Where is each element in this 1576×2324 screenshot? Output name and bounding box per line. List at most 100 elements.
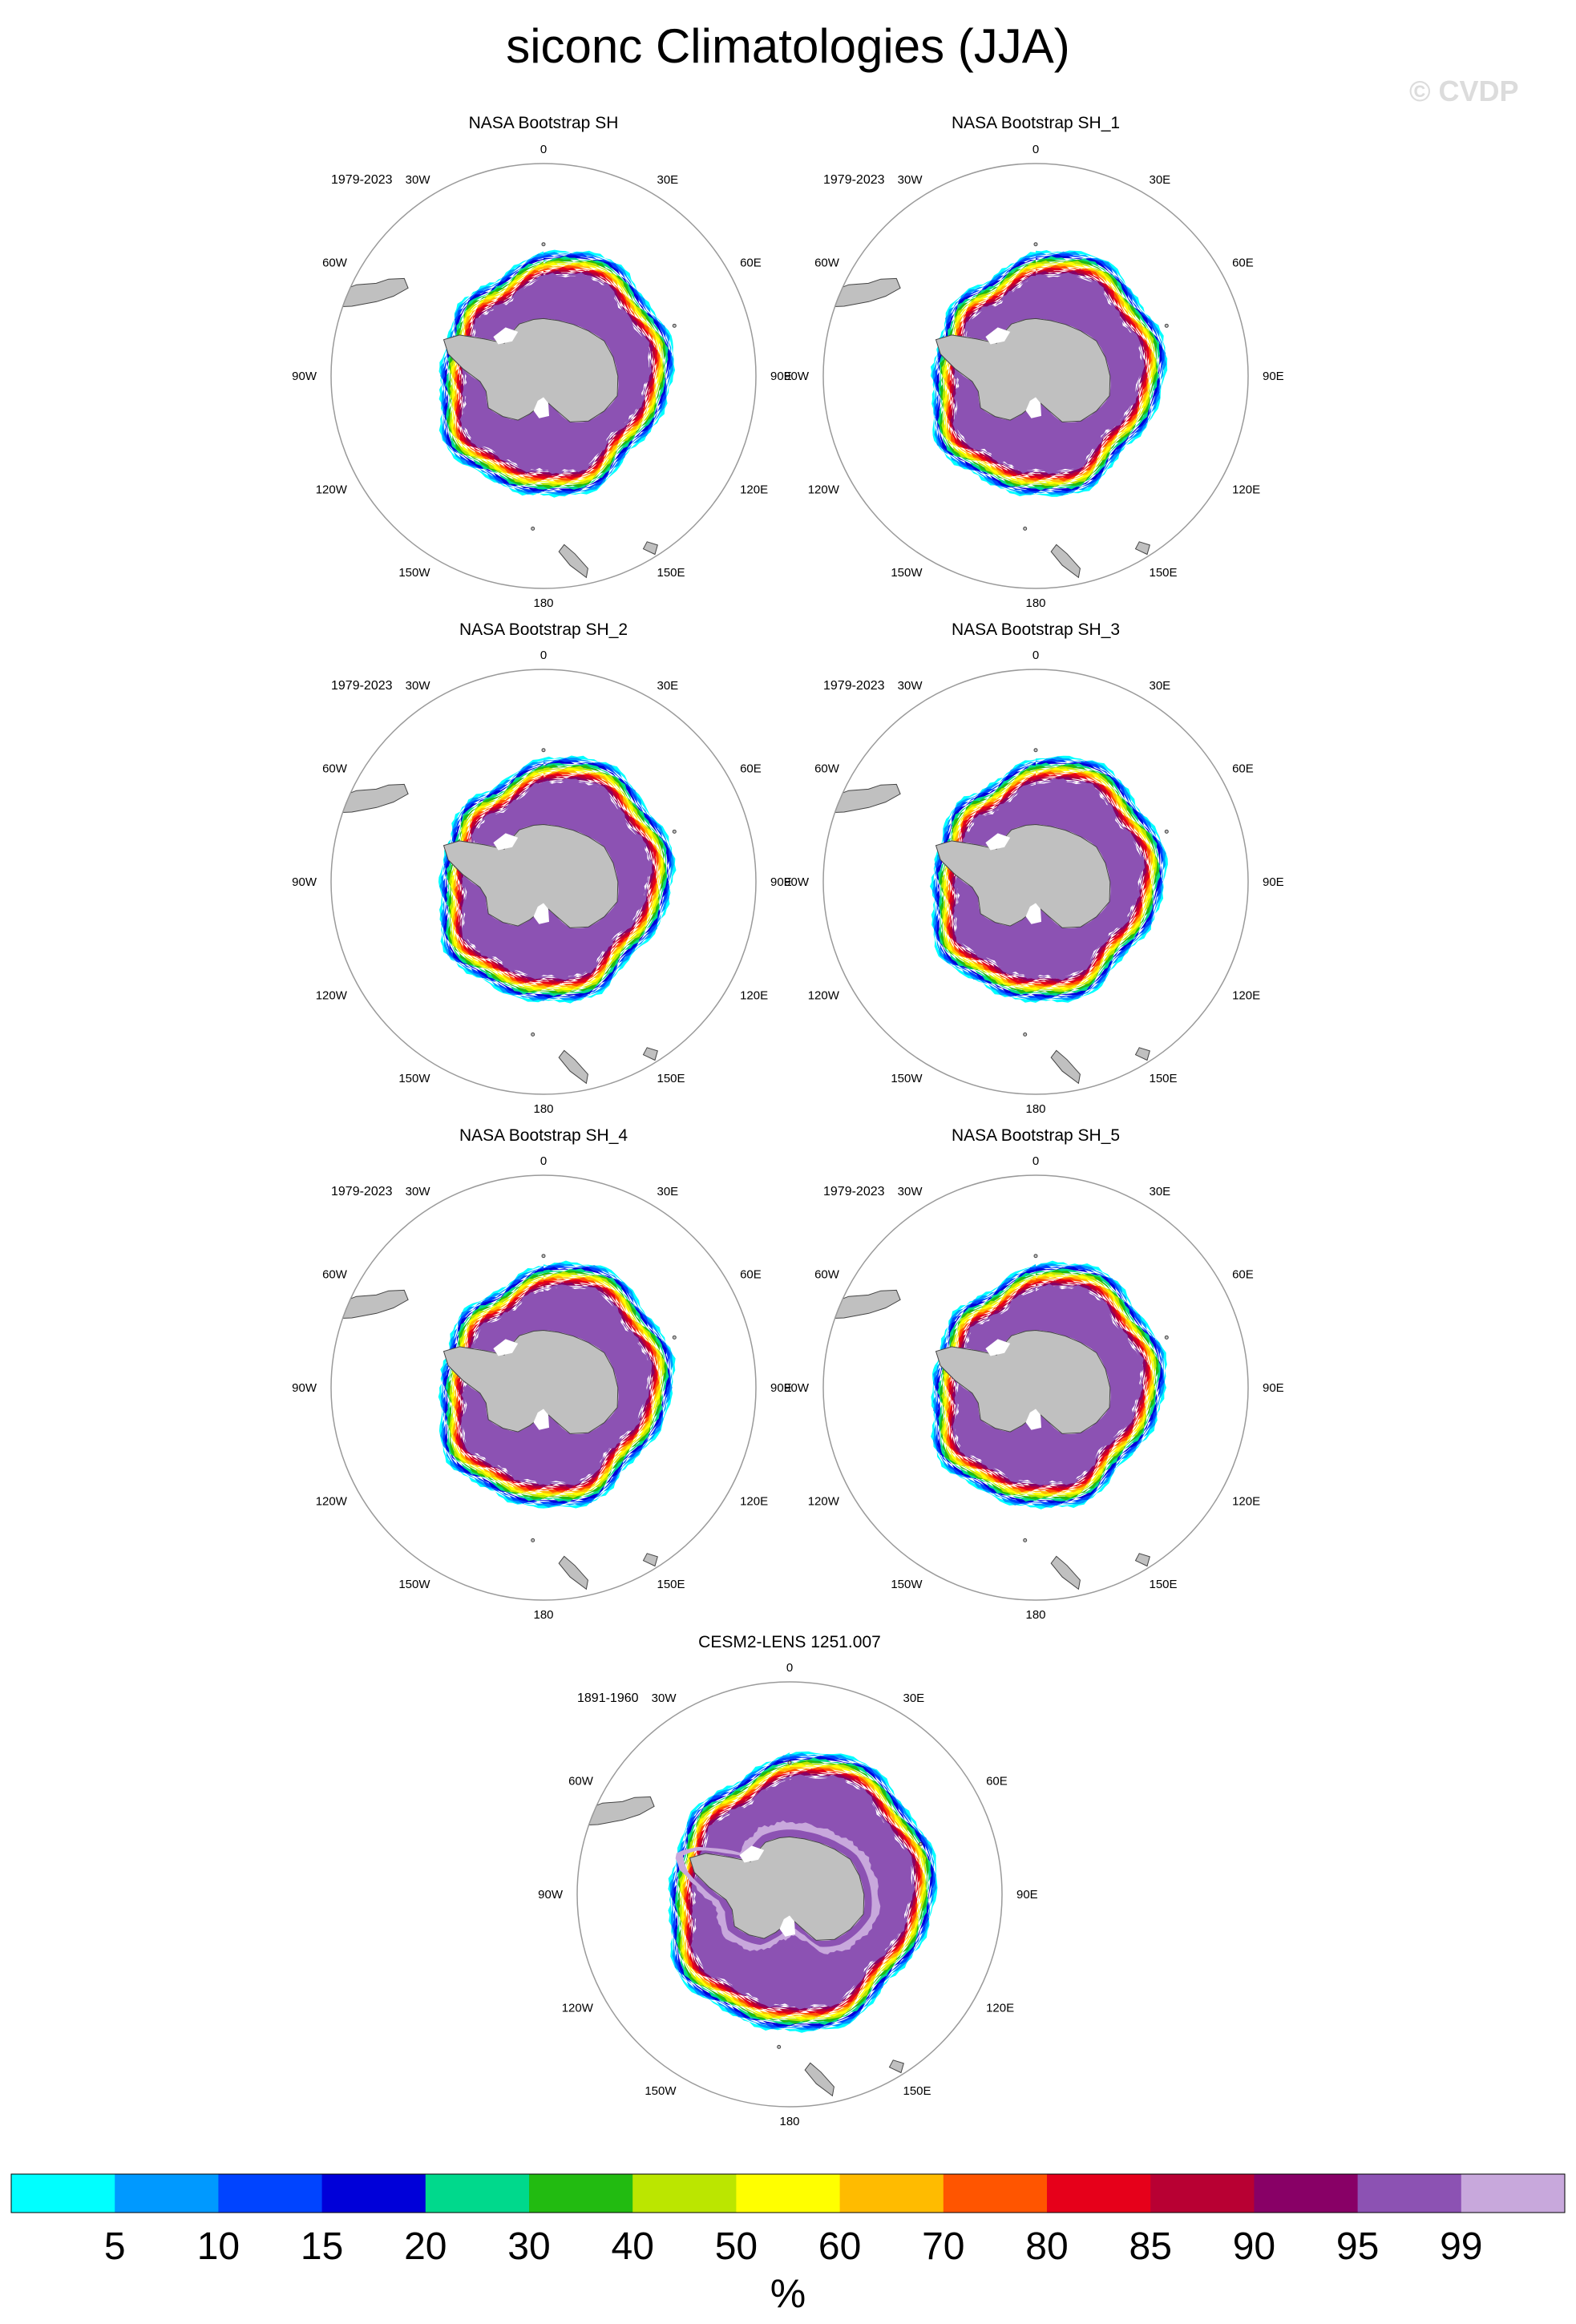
island — [1164, 829, 1169, 834]
south-america-land — [823, 783, 901, 814]
colorbar-swatch-11 — [1047, 2174, 1151, 2213]
ice-interior — [443, 779, 652, 979]
island — [541, 1254, 546, 1259]
lon-label: 90E — [1263, 875, 1284, 889]
lon-label: 120W — [316, 989, 348, 1003]
lon-label: 150W — [891, 1578, 923, 1591]
lon-label: 180 — [1025, 1608, 1045, 1622]
island — [1023, 1032, 1028, 1037]
lon-label: 30W — [652, 1691, 677, 1705]
colorbar-swatch-5 — [425, 2174, 530, 2213]
lon-label: 90W — [784, 1381, 810, 1395]
lon-label: 60E — [986, 1775, 1008, 1788]
lon-label: 0 — [1032, 143, 1039, 156]
lon-label: 150E — [657, 1072, 685, 1085]
ross-ice-shelf — [533, 397, 549, 418]
colorbar-tick-label: 30 — [507, 2225, 550, 2268]
lon-label: 150E — [903, 2084, 931, 2098]
lon-label: 30E — [1150, 679, 1171, 693]
lon-label: 0 — [1032, 649, 1039, 662]
colorbar-swatch-12 — [1150, 2174, 1255, 2213]
colorbar-swatch-8 — [736, 2174, 841, 2213]
lon-label: 120E — [1232, 989, 1260, 1003]
lon-label: 60W — [322, 1268, 348, 1282]
map-boundary — [330, 669, 757, 1095]
island — [531, 1538, 535, 1542]
map-boundary — [330, 163, 757, 589]
colorbar-tick-label: 80 — [1025, 2225, 1068, 2268]
colorbar-swatch-15 — [1461, 2174, 1566, 2213]
colorbar-tick-label: 15 — [301, 2225, 343, 2268]
ross-ice-shelf — [1025, 1409, 1041, 1430]
lon-label: 120W — [316, 483, 348, 497]
island — [541, 748, 546, 753]
lon-label: 150E — [657, 566, 685, 580]
ice-interior — [935, 1285, 1142, 1485]
lon-label: 180 — [533, 596, 553, 610]
lon-label: 30W — [898, 679, 923, 693]
lon-label: 90W — [292, 370, 317, 383]
panel-period: 1979-2023 — [331, 679, 393, 693]
lon-label: 90W — [784, 875, 810, 889]
antarctica-land — [689, 1836, 865, 1941]
tasmania-land — [888, 2059, 904, 2074]
lon-label: 150E — [1150, 1072, 1178, 1085]
lon-label: 90E — [770, 370, 792, 383]
map-panel-6: NASA Bootstrap SH_5 1979-2023 0 30E 60E 90E 12… — [784, 1126, 1284, 1622]
lon-label: 30E — [1150, 1185, 1171, 1198]
panel-period: 1979-2023 — [823, 1185, 885, 1198]
island — [672, 323, 677, 328]
lon-label: 120W — [316, 1495, 348, 1509]
lon-label: 180 — [533, 1102, 553, 1116]
island — [787, 1760, 792, 1765]
weddell-ice-shelf — [739, 1845, 765, 1863]
colorbar-swatch-2 — [115, 2174, 219, 2213]
colorbar: 5 10 15 20 30 40 50 60 70 80 85 90 95 99% — [0, 2164, 1576, 2320]
lon-label: 90W — [292, 875, 317, 889]
colorbar-tick-label: 95 — [1336, 2225, 1379, 2268]
lon-label: 30W — [898, 173, 923, 187]
panel-period: 1979-2023 — [331, 1185, 393, 1198]
island — [1164, 323, 1169, 328]
watermark: © CVDP — [1409, 75, 1519, 107]
tasmania-land — [642, 1553, 658, 1567]
colorbar-frame — [10, 2173, 1566, 2213]
lon-label: 60W — [814, 257, 840, 270]
panel-title: CESM2-LENS 1251.007 — [698, 1633, 881, 1651]
panel-period: 1979-2023 — [823, 173, 885, 187]
weddell-ice-shelf — [985, 1339, 1011, 1356]
tasmania-land — [1134, 1047, 1150, 1061]
colorbar-tick-label: 85 — [1129, 2225, 1172, 2268]
lon-label: 60E — [1232, 257, 1254, 270]
panel-title: NASA Bootstrap SH — [469, 114, 619, 132]
colorbar-swatch-9 — [839, 2174, 944, 2213]
lon-label: 150W — [398, 1072, 430, 1085]
lon-label: 180 — [1025, 1102, 1045, 1116]
ross-ice-shelf — [533, 1409, 549, 1430]
map-panel-4: NASA Bootstrap SH_3 1979-2023 0 30E 60E 90E 12… — [784, 620, 1284, 1116]
lon-label: 150W — [891, 566, 923, 580]
island — [1033, 1254, 1038, 1259]
south-america-land — [331, 1289, 409, 1320]
lon-label: 90W — [538, 1888, 564, 1902]
lon-label: 180 — [1025, 596, 1045, 610]
antarctica-land — [935, 1329, 1111, 1434]
lon-label: 90E — [770, 875, 792, 889]
lon-label: 90E — [1016, 1888, 1038, 1902]
lon-label: 120E — [1232, 1495, 1260, 1509]
colorbar-swatch-1 — [11, 2174, 115, 2213]
ice-interior — [689, 1776, 912, 2008]
colorbar-swatch-3 — [218, 2174, 323, 2213]
lon-label: 120E — [740, 989, 768, 1003]
map-boundary — [576, 1681, 1003, 2108]
lon-label: 0 — [540, 1154, 547, 1168]
island — [918, 1841, 923, 1846]
island — [1023, 526, 1028, 531]
island — [531, 526, 535, 531]
lon-label: 150E — [1150, 1578, 1178, 1591]
map-panel-3: NASA Bootstrap SH_2 1979-2023 0 30E 60E 90E 12… — [292, 620, 792, 1116]
lon-label: 60E — [740, 257, 762, 270]
lon-label: 90E — [770, 1381, 792, 1395]
lon-label: 90E — [1263, 1381, 1284, 1395]
lon-label: 30W — [898, 1185, 923, 1198]
